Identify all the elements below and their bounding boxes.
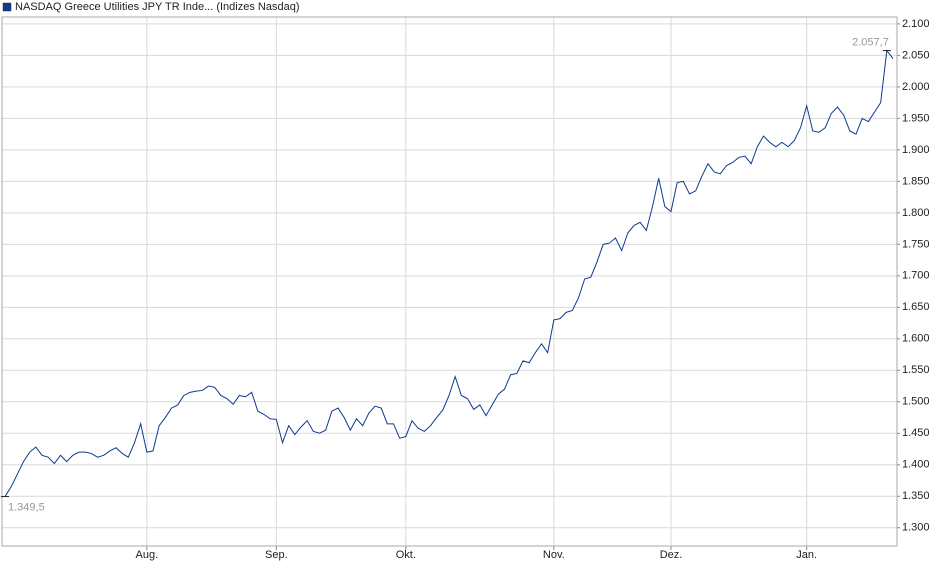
line — [4, 49, 894, 497]
y-tick-label: 1.450 — [902, 427, 930, 439]
legend-swatch — [2, 2, 12, 12]
x-tick-label: Sep. — [265, 549, 288, 561]
y-tick-label: 1.750 — [902, 238, 930, 250]
y-tick-label: 1.700 — [902, 270, 930, 282]
x-tick-label: Aug. — [136, 549, 159, 561]
x-tick-label: Jan. — [796, 549, 817, 561]
y-tick-label: 1.500 — [902, 396, 930, 408]
y-tick-label: 2.050 — [902, 49, 930, 61]
y-tick-label: 1.400 — [902, 459, 930, 471]
y-tick-label: 1.950 — [902, 112, 930, 124]
y-tick-label: 2.100 — [902, 18, 930, 30]
chart-title: NASDAQ Greece Utilities JPY TR Inde... (… — [15, 1, 299, 13]
y-tick-label: 1.350 — [902, 490, 930, 502]
y-tick-label: 1.900 — [902, 144, 930, 156]
y-tick-label: 1.800 — [902, 207, 930, 219]
y-tick-label: 1.850 — [902, 175, 930, 187]
value-label: 2.057,7 — [852, 36, 889, 48]
value-label: 1.349,5 — [8, 501, 45, 513]
y-tick-label: 2.000 — [902, 81, 930, 93]
y-tick-label: 1.600 — [902, 333, 930, 345]
y-tick-label: 1.650 — [902, 301, 930, 313]
y-tick-label: 1.300 — [902, 522, 930, 534]
x-tick-label: Okt. — [396, 549, 416, 561]
plot-frame — [1, 16, 898, 547]
x-tick-label: Dez. — [660, 549, 683, 561]
y-tick-label: 1.550 — [902, 364, 930, 376]
x-tick-label: Nov. — [543, 549, 565, 561]
